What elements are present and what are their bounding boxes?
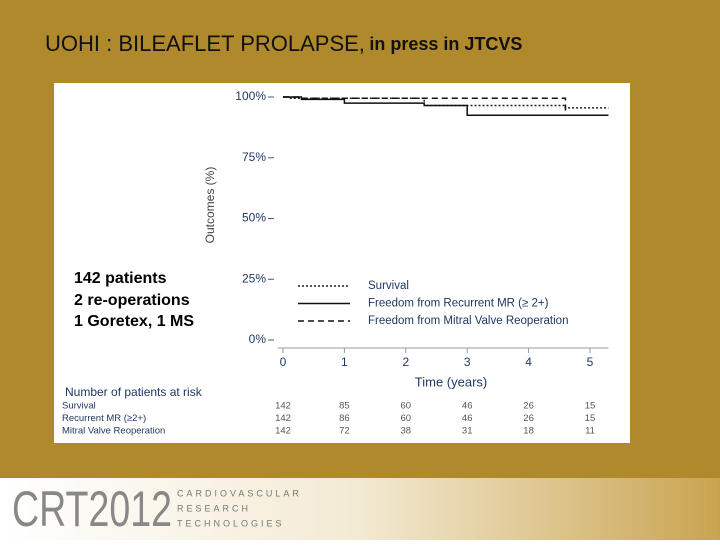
x-tick-label: 4 — [525, 355, 532, 369]
risk-count: 15 — [585, 413, 596, 424]
risk-count: 142 — [275, 413, 291, 424]
risk-count: 26 — [523, 413, 534, 424]
risk-count: 142 — [275, 426, 291, 437]
risk-count: 60 — [401, 401, 412, 412]
y-tick-label: 25% — [242, 271, 266, 285]
y-axis-label: Outcomes (%) — [203, 167, 217, 244]
legend-label: Freedom from Mitral Valve Reoperation — [368, 315, 568, 327]
x-tick-label: 2 — [402, 355, 409, 369]
note-line: 1 Goretex, 1 MS — [74, 313, 194, 330]
risk-count: 85 — [339, 401, 350, 412]
y-tick-label: 100% — [235, 89, 266, 103]
logo-mark: CRT2012 — [12, 481, 172, 537]
y-tick-label: 0% — [249, 332, 267, 346]
risk-count: 86 — [339, 413, 350, 424]
risk-count: 46 — [462, 413, 473, 424]
logo-word: CARDIOVASCULAR — [177, 488, 302, 498]
risk-count: 15 — [585, 401, 596, 412]
chart-panel — [54, 83, 630, 443]
note-line: 142 patients — [74, 270, 167, 287]
x-tick-label: 5 — [587, 355, 594, 369]
risk-count: 46 — [462, 401, 473, 412]
footer-band — [0, 478, 720, 540]
y-tick-label: 75% — [242, 150, 266, 164]
x-tick-label: 0 — [280, 355, 287, 369]
risk-count: 11 — [585, 426, 595, 437]
x-tick-label: 1 — [341, 355, 348, 369]
risk-count: 60 — [401, 413, 412, 424]
note: 142 patients 2 re-operations 1 Goretex, … — [74, 270, 194, 330]
y-tick-label: 50% — [242, 211, 266, 225]
legend-label: Survival — [368, 280, 409, 292]
logo-word: RESEARCH — [177, 503, 251, 513]
risk-count: 72 — [339, 426, 350, 437]
risk-row-name: Survival — [62, 401, 96, 412]
risk-row-name: Mitral Valve Reoperation — [62, 426, 165, 437]
risk-table-title: Number of patients at risk — [65, 385, 203, 399]
x-axis-label: Time (years) — [415, 374, 487, 389]
slide-title: UOHI : BILEAFLET PROLAPSE, in press in J… — [45, 31, 522, 56]
note-line: 2 re-operations — [74, 292, 190, 309]
risk-count: 18 — [523, 426, 534, 437]
risk-count: 26 — [523, 401, 534, 412]
risk-count: 142 — [275, 401, 291, 412]
logo-word: TECHNOLOGIES — [177, 518, 285, 528]
x-tick-label: 3 — [464, 355, 471, 369]
series-line — [283, 96, 609, 116]
risk-count: 38 — [401, 426, 412, 437]
risk-count: 31 — [462, 426, 473, 437]
series-line — [283, 96, 609, 116]
risk-row-name: Recurrent MR (≥2+) — [62, 413, 146, 424]
legend-label: Freedom from Recurrent MR (≥ 2+) — [368, 298, 549, 310]
